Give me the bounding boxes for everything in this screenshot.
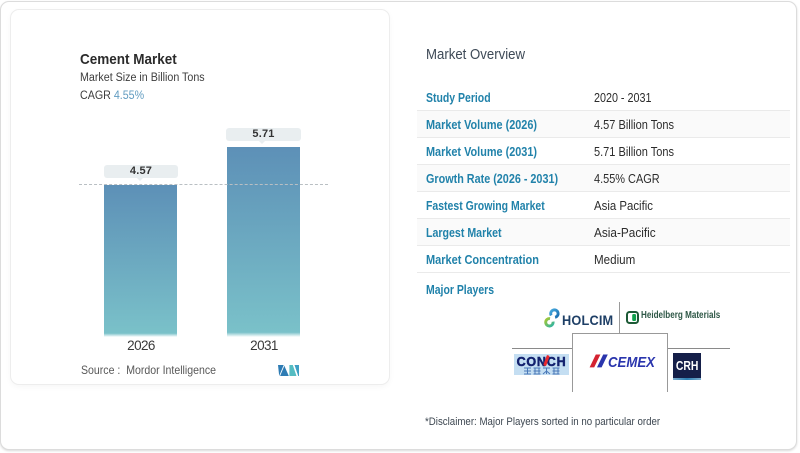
svg-text:CEMEX: CEMEX	[608, 354, 656, 370]
